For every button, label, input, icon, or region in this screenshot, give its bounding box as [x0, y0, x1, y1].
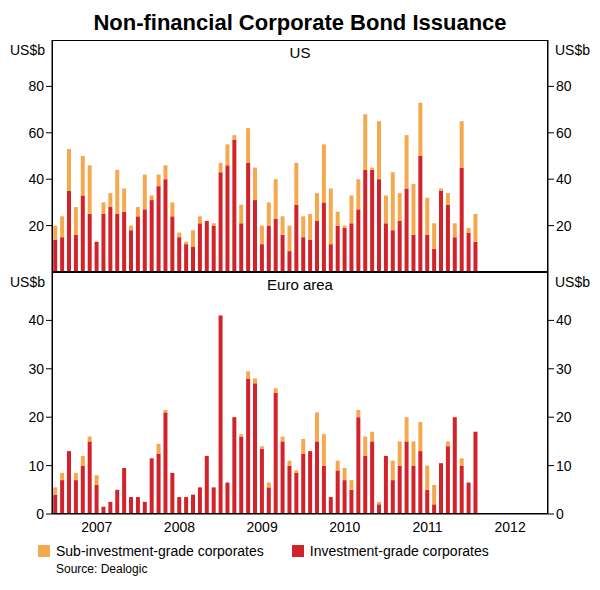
svg-text:2010: 2010	[329, 519, 360, 535]
html-text:Investment-grade corporates: Investment-grade corporates	[309, 543, 489, 559]
svg-text:40: 40	[556, 312, 572, 328]
svg-text:0: 0	[36, 506, 44, 522]
svg-text:2008: 2008	[164, 519, 195, 535]
svg-text:80: 80	[556, 78, 572, 94]
svg-text:80: 80	[28, 78, 44, 94]
svg-text:30: 30	[556, 361, 572, 377]
html-text:Euro area: Euro area	[267, 276, 333, 293]
svg-text:20: 20	[556, 218, 572, 234]
svg-text:2007: 2007	[81, 519, 112, 535]
svg-text:40: 40	[28, 312, 44, 328]
svg-text:10: 10	[556, 458, 572, 474]
html-text:US: US	[289, 44, 311, 61]
html-text:US$b: US$b	[555, 42, 590, 58]
svg-text:40: 40	[28, 171, 44, 187]
html-text:US$b: US$b	[555, 274, 590, 290]
html-text:Sub-investment-grade corporate: Sub-investment-grade corporates	[56, 543, 264, 559]
svg-text:2011: 2011	[412, 519, 442, 535]
html-text:Non-financial Corporate Bond I: Non-financial Corporate Bond Issuance	[93, 10, 507, 35]
html-text:US$b: US$b	[10, 42, 45, 58]
html-text:Source: Dealogic: Source: Dealogic	[56, 562, 148, 576]
svg-text:20: 20	[28, 218, 44, 234]
svg-text:10: 10	[28, 458, 44, 474]
svg-text:20: 20	[556, 409, 572, 425]
svg-text:2009: 2009	[247, 519, 278, 535]
svg-text:0: 0	[556, 506, 564, 522]
svg-text:60: 60	[28, 125, 44, 141]
svg-text:40: 40	[556, 171, 572, 187]
svg-text:2012: 2012	[495, 519, 526, 535]
html-text:US$b: US$b	[10, 274, 45, 290]
svg-text:20: 20	[28, 409, 44, 425]
svg-text:60: 60	[556, 125, 572, 141]
svg-text:30: 30	[28, 361, 44, 377]
